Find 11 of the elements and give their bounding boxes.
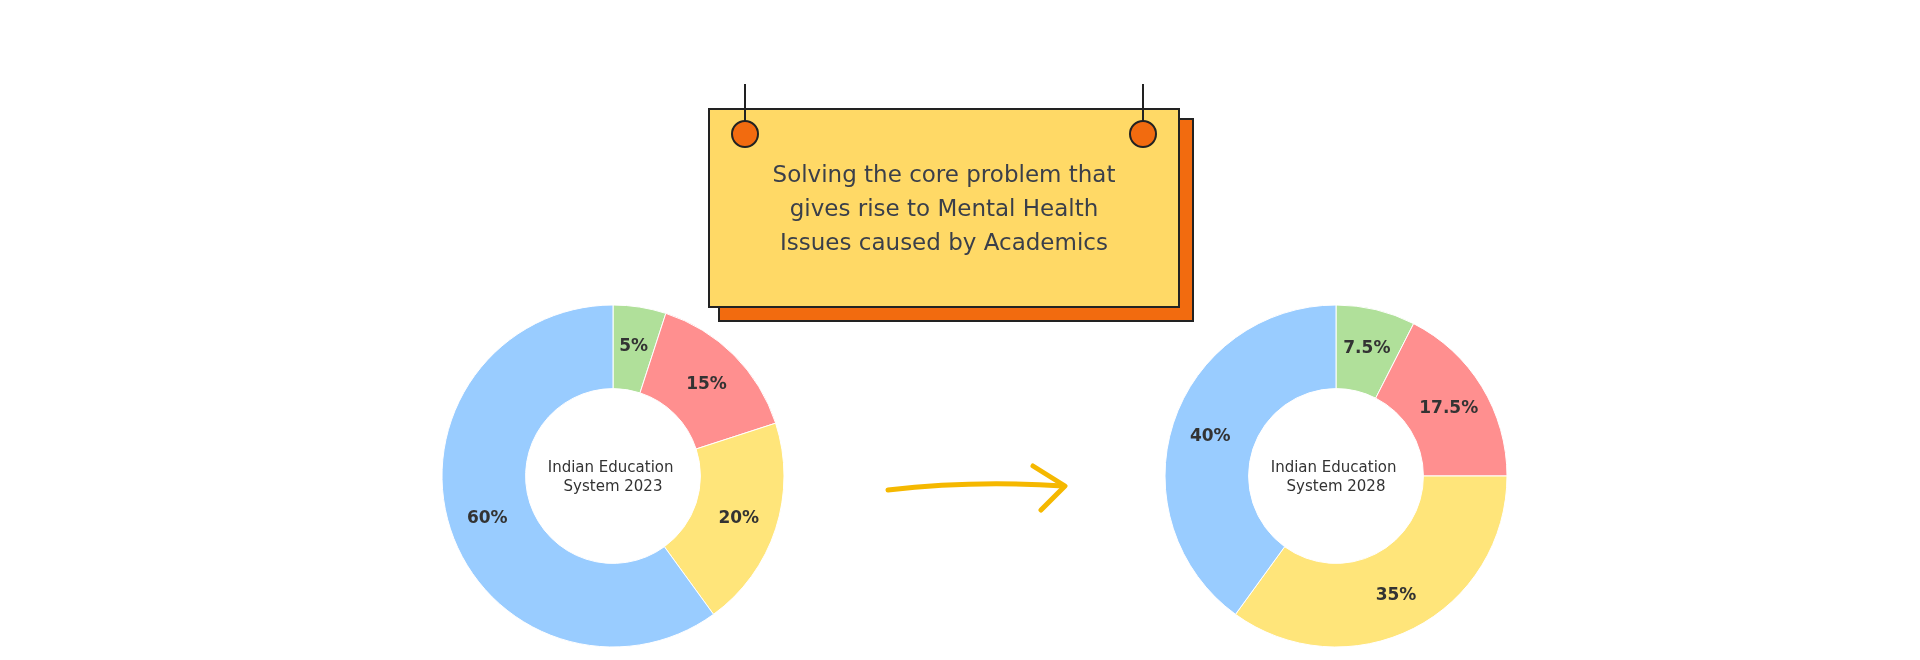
data-label: 5%	[619, 335, 649, 356]
data-label: 35%	[1375, 583, 1417, 604]
data-label: 17.5%	[1419, 396, 1479, 417]
text: Indian Education System 2023	[547, 457, 679, 495]
data-label: 15%	[686, 372, 727, 393]
text: Solving the core problem that gives rise to Mental Health Issues caused by Academics	[708, 108, 1180, 308]
data-label: 20%	[718, 506, 760, 527]
text: Indian Education System 2028	[1270, 457, 1402, 495]
data-label: 7.5%	[1343, 337, 1391, 358]
data-label: 40%	[1189, 425, 1231, 446]
data-label: 60%	[466, 506, 508, 527]
